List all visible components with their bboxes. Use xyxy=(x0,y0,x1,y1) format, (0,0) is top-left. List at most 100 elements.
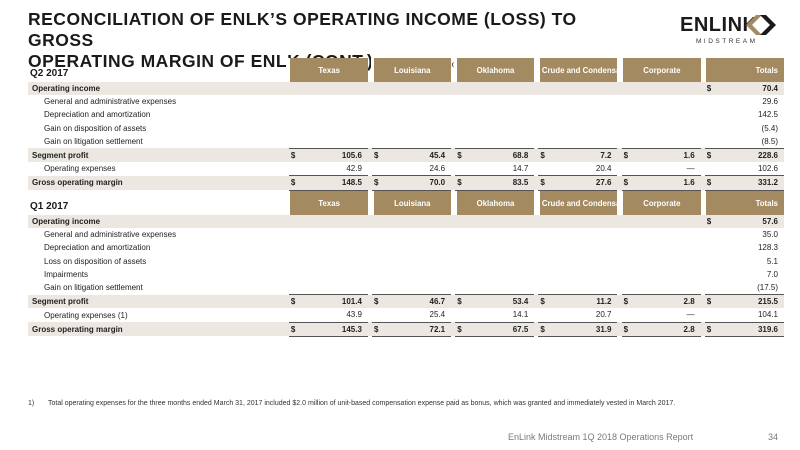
table-row: Segment profit $101.4 $46.7 $53.4 $11.2 $2.8 $… xyxy=(28,294,784,309)
dollar-sign xyxy=(289,108,299,121)
q2-2017-table: Q2 2017 Texas Louisiana Oklahoma Crude and C… xyxy=(28,58,784,191)
cell-value: 42.9 xyxy=(346,164,362,174)
cell-value: 46.7 xyxy=(382,294,452,309)
logo-tagline: MIDSTREAM xyxy=(696,38,758,45)
column-gap xyxy=(534,175,539,190)
dollar-sign xyxy=(622,162,632,176)
column-header: Crude and Condensate xyxy=(536,191,618,215)
cell-value xyxy=(632,255,701,268)
cell-value: (17.5) xyxy=(757,283,778,293)
cell-value xyxy=(549,268,618,281)
table-row: Segment profit $105.6 $45.4 $68.8 $7.2 $1.6 $2… xyxy=(28,147,784,163)
dollar-sign xyxy=(288,82,300,96)
column-gap xyxy=(367,322,373,337)
cell-value xyxy=(465,108,534,121)
enlink-chevron-icon xyxy=(746,15,776,35)
dollar-sign: $ xyxy=(621,147,632,163)
cell-value: 35.0 xyxy=(762,230,778,240)
row-label: Operating income xyxy=(28,215,285,229)
column-gap xyxy=(451,294,456,309)
dollar-sign xyxy=(372,241,382,254)
dollar-sign xyxy=(622,308,632,322)
column-gap xyxy=(367,215,373,229)
cell-value xyxy=(382,95,451,108)
dollar-sign xyxy=(288,215,300,229)
cell-value xyxy=(299,215,368,229)
cell-value xyxy=(382,135,451,149)
cell-value: 27.6 xyxy=(548,175,618,191)
dollar-sign xyxy=(622,95,632,108)
row-label: Gain on litigation settlement xyxy=(44,137,143,147)
dollar-sign xyxy=(705,162,715,176)
cell-value: 53.4 xyxy=(465,294,535,309)
dollar-sign xyxy=(455,308,465,322)
table-row: Gross operating margin $148.5 $70.0 $83.5 $2… xyxy=(28,175,784,191)
dollar-sign xyxy=(538,241,548,254)
dollar-sign xyxy=(705,95,715,108)
cell-value xyxy=(382,255,451,268)
dollar-sign xyxy=(455,215,466,229)
cell-value: 14.1 xyxy=(512,310,529,320)
cell-value xyxy=(465,135,534,149)
row-label: Loss on disposition of assets xyxy=(44,256,147,266)
row-label: Operating income xyxy=(28,82,285,96)
dollar-sign xyxy=(705,108,715,121)
dollar-sign: $ xyxy=(538,294,549,309)
table-row: Operating income $57.6 xyxy=(28,215,784,229)
cell-value xyxy=(465,241,534,254)
cell-value: 72.1 xyxy=(382,321,452,337)
cell-value xyxy=(299,108,368,121)
q1-2017-table: Q1 2017 Texas Louisiana Oklahoma Crude and C… xyxy=(28,191,784,337)
dollar-sign xyxy=(455,255,465,268)
cell-value: 145.3 xyxy=(299,321,368,337)
column-header: Crude and Condensate xyxy=(536,58,618,82)
column-gap xyxy=(617,148,622,163)
dollar-sign xyxy=(538,268,548,281)
column-header: Totals xyxy=(703,58,784,82)
cell-value xyxy=(632,108,701,121)
dollar-sign xyxy=(538,281,548,295)
dollar-sign xyxy=(538,162,548,176)
column-gap xyxy=(367,175,373,190)
column-gap xyxy=(451,148,456,163)
cell-value: 2.8 xyxy=(631,294,701,309)
cell-value: 45.4 xyxy=(382,147,452,163)
dollar-sign xyxy=(538,122,548,135)
cell-value: 70.4 xyxy=(715,82,784,96)
dollar-sign xyxy=(622,281,632,295)
dollar-sign xyxy=(538,255,548,268)
dollar-sign xyxy=(372,215,383,229)
cell-value: 20.4 xyxy=(595,164,612,174)
row-label: Operating expenses xyxy=(44,164,116,174)
cell-value xyxy=(465,228,534,241)
cell-value xyxy=(382,215,452,229)
dollar-sign xyxy=(289,135,299,149)
dollar-sign xyxy=(289,268,299,281)
dollar-sign xyxy=(372,308,382,322)
cell-value xyxy=(465,122,534,135)
dollar-sign xyxy=(372,228,382,241)
dollar-sign: $ xyxy=(538,147,549,163)
cell-value xyxy=(548,215,618,229)
cell-value xyxy=(465,215,535,229)
dollar-sign: $ xyxy=(704,321,716,337)
column-gap xyxy=(284,294,289,309)
cell-value: 83.5 xyxy=(465,175,535,191)
cell-value xyxy=(632,135,701,149)
cell-value: 102.6 xyxy=(757,164,778,174)
table-row: Gain on litigation settlement (17.5) xyxy=(28,281,784,295)
dollar-sign xyxy=(455,95,465,108)
cell-value xyxy=(631,82,701,96)
column-gap xyxy=(367,82,373,96)
cell-value xyxy=(549,135,618,149)
dollar-sign xyxy=(538,135,548,149)
dollar-sign xyxy=(372,255,382,268)
column-header: Texas xyxy=(287,58,368,82)
dollar-sign xyxy=(289,255,299,268)
table-row: Loss on disposition of assets 5.1 xyxy=(28,255,784,268)
dollar-sign: $ xyxy=(621,294,632,309)
dollar-sign: $ xyxy=(455,175,466,191)
column-gap xyxy=(700,148,705,163)
cell-value xyxy=(465,255,534,268)
cell-value xyxy=(382,241,451,254)
